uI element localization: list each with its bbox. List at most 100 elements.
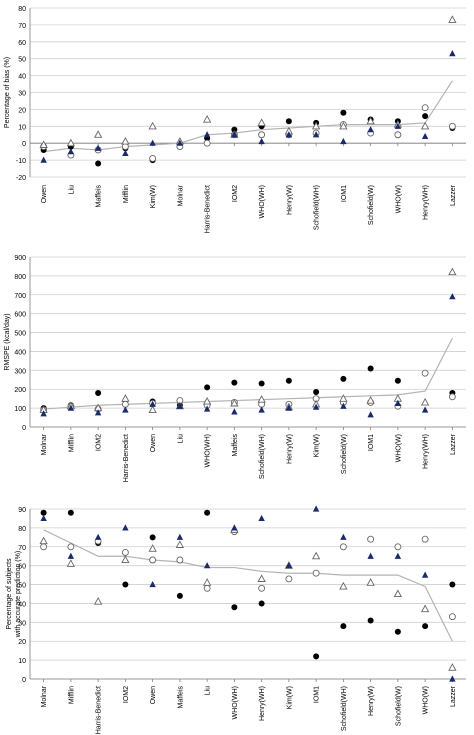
y-tick-label: 10 <box>18 658 26 665</box>
x-tick-label: Schofield(W) <box>395 686 402 726</box>
filled-circle-point <box>313 653 320 660</box>
filled-circle-point <box>258 380 265 387</box>
filled-circle-point <box>40 509 47 516</box>
open-triangle-point <box>39 140 48 148</box>
filled-circle-point <box>95 160 102 167</box>
filled-triangle-point <box>449 293 456 300</box>
filled-triangle-point <box>149 400 156 407</box>
x-tick-label: IOM2 <box>96 434 103 451</box>
y-tick-label: 30 <box>18 620 26 627</box>
x-tick-label: Owen <box>150 434 157 452</box>
filled-triangle-point <box>312 131 320 138</box>
filled-triangle-point <box>285 562 293 569</box>
filled-triangle-point <box>203 562 211 569</box>
x-tick-label: Kim(W) <box>286 686 293 709</box>
trend-line <box>43 529 453 642</box>
y-tick-label: 60 <box>18 564 26 571</box>
y-tick-label: 50 <box>18 583 26 590</box>
filled-triangle-point <box>258 137 265 145</box>
filled-circle-point <box>285 118 292 125</box>
y-tick-label: 400 <box>14 349 26 356</box>
x-tick-label: WHO(WH) <box>259 185 266 218</box>
y-axis-title: Percentage of subjects with accurate pred… <box>6 551 22 638</box>
y-tick-label: 0 <box>22 141 26 148</box>
filled-circle-point <box>394 628 401 635</box>
filled-circle-point <box>340 623 347 630</box>
open-circle-point <box>121 548 129 556</box>
x-tick-label: IOM2 <box>123 686 130 703</box>
filled-triangle-point <box>149 580 156 588</box>
open-triangle-point <box>148 544 157 552</box>
filled-circle-point <box>367 617 374 624</box>
filled-triangle-point <box>449 675 456 682</box>
filled-triangle-point <box>340 402 347 409</box>
open-triangle-point <box>121 394 130 402</box>
filled-triangle-point <box>340 137 347 145</box>
filled-circle-point <box>367 365 374 372</box>
filled-circle-point <box>67 509 74 516</box>
x-tick-label: Lazzer <box>450 184 457 206</box>
y-tick-label: 80 <box>18 6 26 13</box>
open-triangle-point <box>311 551 321 560</box>
filled-triangle-point <box>67 148 75 155</box>
y-tick-label: 60 <box>18 40 26 47</box>
y-tick-label: -10 <box>16 158 26 165</box>
open-triangle-point <box>121 555 130 564</box>
x-tick-label: Molnar <box>177 184 184 206</box>
filled-triangle-point <box>285 404 293 411</box>
x-tick-label: Mifflin <box>123 185 130 203</box>
x-tick-label: Liu <box>205 686 212 695</box>
open-circle-point <box>312 569 320 577</box>
filled-triangle-point <box>394 122 402 129</box>
open-circle-point <box>448 393 456 401</box>
open-triangle-point <box>230 398 239 407</box>
filled-triangle-point <box>176 533 184 540</box>
open-triangle-point <box>175 540 185 548</box>
y-axis-title: RMSPE (kcal/day) <box>4 313 11 370</box>
x-tick-label: Schofield(W) <box>341 434 348 474</box>
open-triangle-point <box>66 138 76 147</box>
y-tick-label: 300 <box>14 368 26 375</box>
open-triangle-point <box>366 578 375 586</box>
x-tick-label: Henry(W) <box>286 434 293 464</box>
filled-circle-point <box>149 534 156 541</box>
filled-triangle-point <box>258 406 265 413</box>
chart-panel-2: 0 100 200 300 400 500 600 700 800 900 RMSPE (kcal/… <box>4 255 466 482</box>
x-tick-label: Henry(WH) <box>259 686 266 721</box>
open-circle-point <box>394 131 402 139</box>
filled-triangle-point <box>285 131 293 138</box>
open-circle-point <box>203 139 211 147</box>
open-circle-point <box>67 543 75 551</box>
filled-triangle-point <box>149 139 156 146</box>
filled-circle-point <box>231 379 238 386</box>
x-tick-label: Molnar <box>41 685 48 707</box>
open-triangle-point <box>121 136 130 145</box>
filled-circle-point <box>340 375 347 382</box>
y-tick-label: 90 <box>18 507 26 514</box>
open-circle-point <box>448 613 456 621</box>
filled-triangle-point <box>312 505 320 512</box>
filled-triangle-point <box>394 399 402 406</box>
open-triangle-point <box>448 15 457 23</box>
open-circle-point <box>339 543 347 551</box>
y-tick-label: 40 <box>18 74 26 81</box>
open-triangle-point <box>448 267 457 276</box>
open-circle-point <box>40 543 48 551</box>
x-tick-label: WHO(W) <box>423 686 430 714</box>
x-tick-label: Schofield(WH) <box>341 686 348 731</box>
y-tick-label: 200 <box>14 387 26 394</box>
x-tick-label: Owen <box>41 185 48 203</box>
open-circle-point <box>176 556 184 564</box>
filled-triangle-point <box>231 524 238 531</box>
filled-triangle-point <box>367 552 374 559</box>
open-circle-point <box>421 535 429 543</box>
x-tick-label: IOM1 <box>314 686 321 703</box>
x-tick-label: Lazzer <box>450 685 457 707</box>
x-tick-label: WHO(W) <box>395 185 402 213</box>
x-tick-label: Mifflin <box>68 686 75 704</box>
y-tick-label: 100 <box>14 406 26 413</box>
trend-line <box>43 80 453 153</box>
filled-triangle-point <box>449 50 456 57</box>
filled-triangle-point <box>421 406 429 413</box>
open-triangle-point <box>257 574 266 582</box>
